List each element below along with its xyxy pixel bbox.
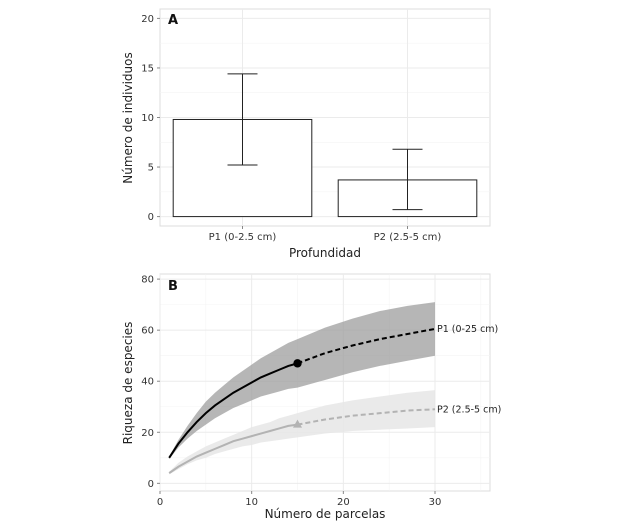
- panel-a-bars: [172, 73, 478, 218]
- panel-b-y-axis-title: Riqueza de especies: [121, 322, 135, 445]
- panel-b-x-tick-label: 30: [429, 497, 442, 508]
- panel-b-y-tick-label: 20: [141, 428, 154, 439]
- panel-a-y-tick-label: 15: [141, 63, 154, 74]
- series-2-confidence-band: [169, 390, 436, 475]
- series-2-marker: [293, 419, 302, 428]
- panel-b-background: [159, 273, 491, 492]
- panel-a-tag: A: [168, 13, 178, 28]
- panel-a-x-tick-label: P2 (2.5-5 cm): [374, 232, 442, 243]
- panel-a-axes: 0 5 10 15 20 P1 (0-2.5 cm) P2 (2.5-5 cm): [141, 14, 441, 243]
- panel-a-x-tick-label: P1 (0-2.5 cm): [209, 232, 277, 243]
- series-2-observed-line: [168, 423, 298, 474]
- panel-b-y-tick-label: 0: [148, 479, 154, 490]
- panel-b-y-tick-label: 40: [141, 377, 154, 388]
- panel-b-series: P2 (2.5-5 cm) P1 (0-25 cm): [168, 302, 501, 475]
- panel-b-x-axis-title: Número de parcelas: [265, 507, 386, 521]
- series-1-label: P1 (0-25 cm): [437, 324, 498, 335]
- series-2-extrapolated-line: [297, 408, 436, 426]
- panel-b-axes: 0 20 40 60 80 0 10 20 30: [141, 275, 441, 508]
- panel-a-y-tick-label: 20: [141, 14, 154, 25]
- panel-b-x-tick-label: 20: [337, 497, 350, 508]
- series-1-marker: [293, 359, 302, 368]
- panel-b-y-tick-label: 80: [141, 275, 154, 286]
- panel-a-y-tick-label: 0: [148, 212, 154, 223]
- panel-b-tag: B: [168, 279, 178, 294]
- panel-a-x-axis-title: Profundidad: [289, 246, 361, 260]
- panel-a-y-tick-label: 5: [148, 163, 154, 174]
- series-2-label: P2 (2.5-5 cm): [437, 404, 501, 415]
- series-1-extrapolated-line: [297, 327, 436, 365]
- series-1-observed-line: [168, 362, 298, 459]
- panel-a-y-tick-label: 10: [141, 113, 154, 124]
- panel-a: 0 5 10 15 20 P1 (0-2.5 cm) P2 (2.5-5 cm) A Pro…: [121, 8, 491, 260]
- panel-b-y-tick-label: 60: [141, 326, 154, 337]
- panel-b: P2 (2.5-5 cm) P1 (0-25 cm) 0 20 40 60 80 0 10 20…: [121, 273, 501, 521]
- panel-b-x-tick-label: 0: [157, 497, 163, 508]
- panel-a-y-axis-title: Número de individuos: [121, 52, 135, 183]
- panel-b-x-tick-label: 10: [245, 497, 258, 508]
